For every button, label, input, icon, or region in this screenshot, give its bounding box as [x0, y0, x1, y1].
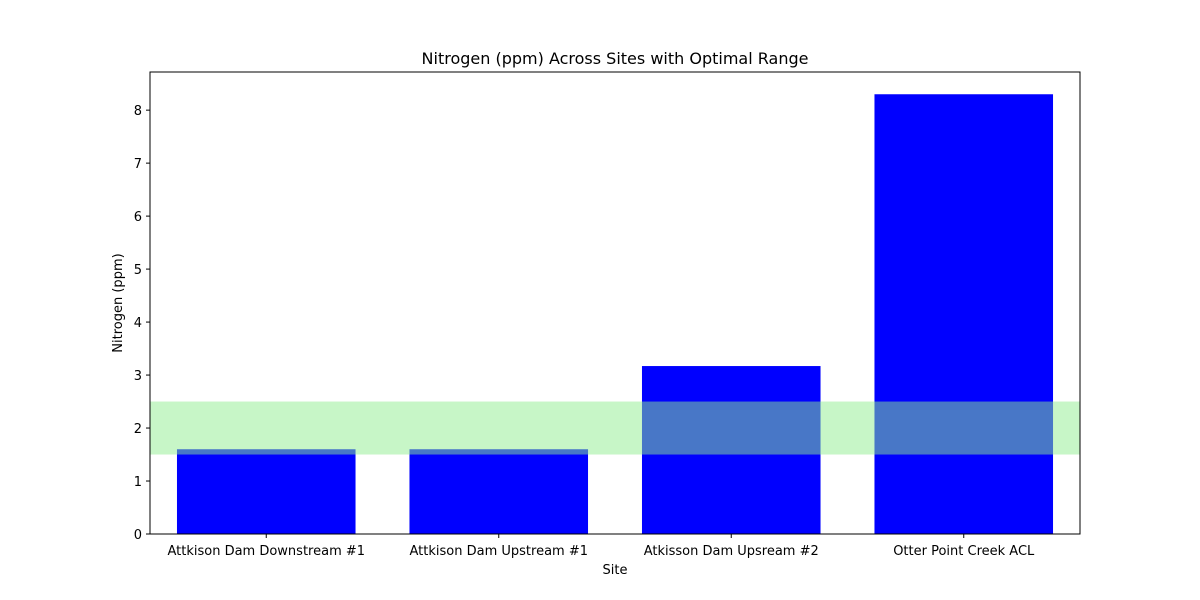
y-tick-label-3: 3	[134, 369, 142, 384]
optimal-range-band	[150, 401, 1080, 455]
x-tick-label-2: Attkison Dam Upstream #1	[410, 544, 589, 559]
x-tick-label-4: Otter Point Creek ACL	[893, 544, 1035, 559]
bar-1	[176, 449, 356, 534]
y-tick-label-6: 6	[134, 210, 142, 225]
plot-frame	[149, 71, 1081, 535]
y-tick-label-7: 7	[134, 157, 142, 172]
bar-2	[409, 449, 589, 534]
y-tick-label-8: 8	[134, 104, 142, 119]
bar-4	[874, 94, 1054, 535]
x-tick-label-1: Attkison Dam Downstream #1	[167, 544, 365, 559]
y-tick-label-2: 2	[134, 422, 142, 437]
plot-area: 0 1 2 3 4 5 6 7 8 Attkison Dam Downstream #1 Attki…	[134, 71, 1081, 559]
y-tick-label-0: 0	[134, 528, 142, 543]
x-tick-label-3: Atkisson Dam Upsream #2	[644, 544, 819, 559]
y-tick-label-5: 5	[134, 263, 142, 278]
chart-title: Nitrogen (ppm) Across Sites with Optimal…	[422, 49, 809, 68]
y-tick-label-4: 4	[134, 316, 142, 331]
y-axis-label: Nitrogen (ppm)	[111, 253, 126, 352]
x-axis-label: Site	[603, 563, 628, 578]
y-tick-label-1: 1	[134, 475, 142, 490]
